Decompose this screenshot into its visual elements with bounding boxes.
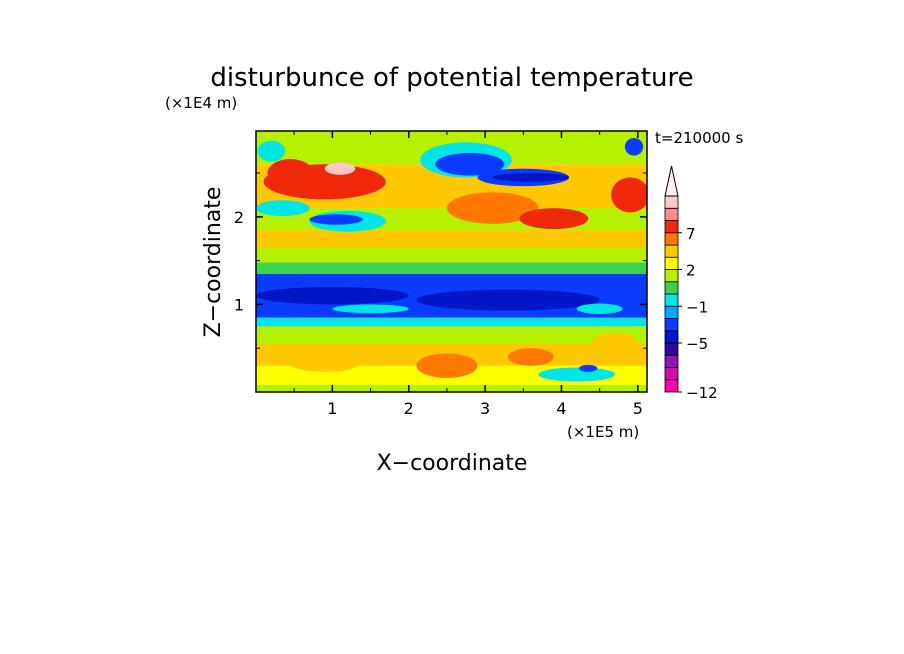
contour-patch: [611, 177, 647, 213]
contour-patch: [519, 208, 589, 230]
colorbar-box: [664, 367, 679, 381]
contour-patch: [309, 214, 363, 225]
contour-patch: [592, 333, 638, 355]
contour-band: [256, 326, 647, 344]
y-axis-label: Z−coordinate: [201, 187, 226, 338]
colorbar-tick-label: −5: [686, 335, 708, 353]
plot-frame: [255, 130, 648, 393]
x-axis-label: X−coordinate: [377, 451, 528, 476]
colorbar-box: [664, 220, 679, 234]
contour-fill: [256, 131, 647, 392]
colorbar-box: [664, 207, 679, 221]
colorbar-extension: [664, 165, 679, 197]
colorbar-box: [664, 379, 679, 393]
contour-patch: [576, 303, 623, 315]
colorbar-box: [664, 281, 679, 295]
y-tick-label: 2: [234, 208, 244, 227]
y-tick-label: 1: [234, 295, 244, 314]
contour-band: [256, 384, 647, 392]
x-tick-label: 2: [404, 399, 414, 418]
colorbar-box: [664, 342, 679, 356]
colorbar-box: [664, 354, 679, 368]
x-axis: 1 2 3 4 5: [293, 131, 643, 418]
colorbar-box: [664, 244, 679, 258]
contour-patch: [324, 162, 356, 175]
colorbar-tick-label: 7: [686, 225, 696, 243]
y-unit-label: (×1E4 m): [165, 94, 237, 112]
colorbar-box: [664, 305, 679, 319]
contour-patch: [492, 173, 570, 182]
colorbar: 7 2 −1 −5 −12: [664, 165, 718, 402]
contour-patch: [257, 140, 286, 162]
contour-patch: [267, 159, 314, 188]
contour-patch: [256, 286, 409, 305]
chart-title: disturbunce of potential temperature: [210, 63, 693, 93]
x-tick-label: 5: [633, 399, 643, 418]
colorbar-box: [664, 269, 679, 283]
x-tick-label: 4: [556, 399, 566, 418]
colorbar-tick-label: 2: [686, 262, 696, 280]
x-tick-label: 1: [327, 399, 337, 418]
contour-patch: [332, 304, 409, 314]
contour-patch: [446, 192, 539, 224]
contour-band: [256, 229, 647, 248]
colorbar-box: [664, 232, 679, 246]
contour-band: [256, 262, 647, 274]
colorbar-box: [664, 256, 679, 270]
colorbar-box: [664, 330, 679, 344]
colorbar-box: [664, 195, 679, 209]
colorbar-box: [664, 318, 679, 332]
x-tick-label: 3: [480, 399, 490, 418]
plot-area: [256, 131, 647, 392]
contour-band: [256, 317, 647, 327]
contour-patch: [416, 289, 600, 311]
colorbar-tick-label: −1: [686, 298, 708, 316]
x-unit-label: (×1E5 m): [567, 423, 639, 441]
contour-patch: [256, 200, 310, 216]
colorbar-box: [664, 293, 679, 307]
y-axis: 12: [234, 172, 647, 349]
time-label: t=210000 s: [655, 129, 743, 147]
contour-patch: [286, 350, 363, 372]
contour-patch: [624, 138, 644, 156]
contour-patch: [435, 152, 505, 176]
contour-patch: [508, 348, 554, 366]
contour-patch: [579, 364, 598, 372]
contour-patch: [538, 367, 615, 382]
contour-patch: [416, 353, 478, 378]
contour-band: [256, 247, 647, 263]
colorbar-tick-label: −12: [686, 384, 718, 402]
